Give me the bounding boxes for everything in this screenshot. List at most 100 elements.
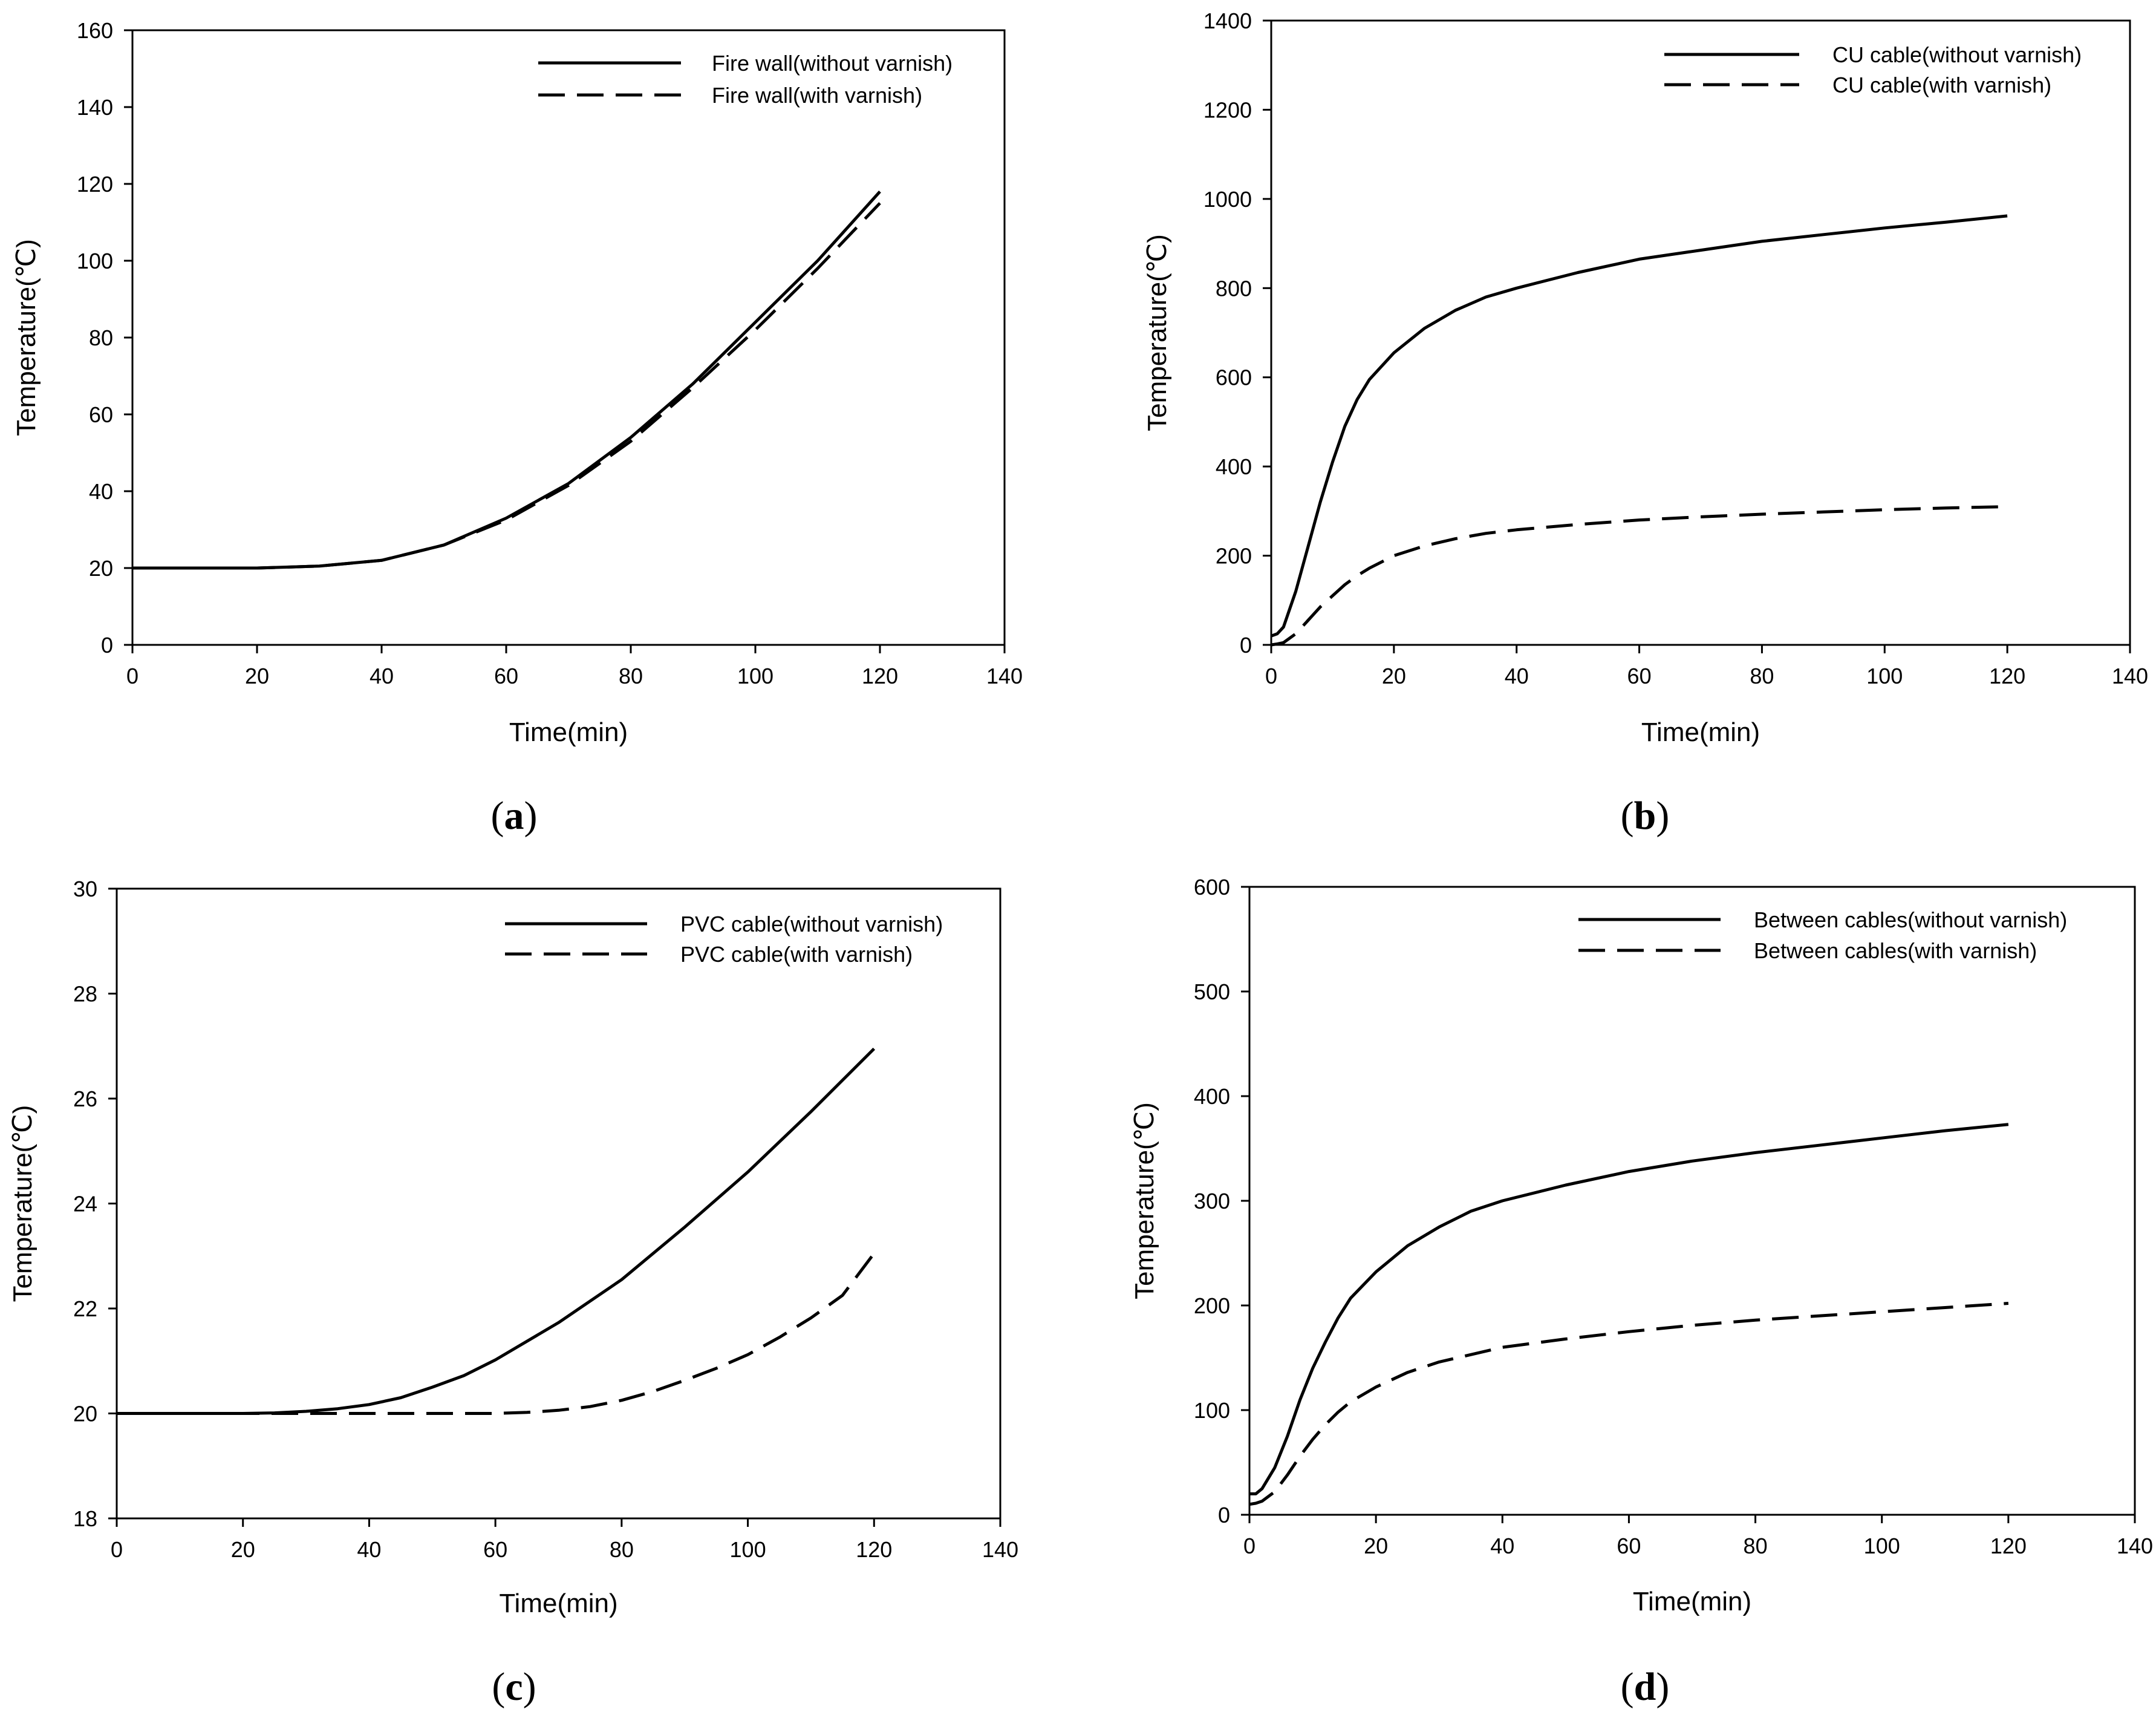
x-tick-label: 60 xyxy=(1627,664,1652,688)
y-tick-label: 160 xyxy=(77,18,113,43)
legend-label: Fire wall(with varnish) xyxy=(712,83,922,108)
x-tick-label: 120 xyxy=(1989,664,2025,688)
x-tick-label: 80 xyxy=(610,1537,634,1562)
panel-a: 0 20 40 60 80 100 120 140 0 20 40 60 80 100 120 140 160 T… xyxy=(11,18,1023,838)
x-tick-label: 0 xyxy=(1243,1534,1255,1558)
series-line-fire-wall-with-varnish xyxy=(132,202,881,570)
legend: Between cables(without varnish) Between c… xyxy=(1578,907,2067,963)
y-axis-title: Temperature(℃) xyxy=(11,239,41,436)
panel-label: (d) xyxy=(1621,1665,1670,1709)
y-tick-label: 0 xyxy=(101,633,113,658)
y-tick-label: 500 xyxy=(1194,979,1230,1004)
panel-c: 0 20 40 60 80 100 120 140 18 20 22 24 26 28 30 Time(min… xyxy=(8,877,1018,1709)
series-line-between-cables-without-varnish xyxy=(1249,1123,2009,1495)
x-axis-title: Time(min) xyxy=(509,717,628,747)
y-axis-title: Temperature(℃) xyxy=(1142,234,1172,431)
y-tick-label: 0 xyxy=(1240,633,1252,658)
plot-frame xyxy=(1248,886,2136,1516)
x-tick-label: 100 xyxy=(730,1537,766,1562)
x-tick-label: 80 xyxy=(1744,1534,1768,1558)
x-axis-title: Time(min) xyxy=(1633,1587,1751,1616)
x-tick-label: 100 xyxy=(1864,1534,1900,1558)
series-line-fire-wall-without-varnish xyxy=(132,191,881,570)
x-tick-label: 60 xyxy=(494,664,518,688)
y-tick-label: 24 xyxy=(73,1192,97,1217)
panel-label: (b) xyxy=(1621,794,1670,838)
y-tick-label: 600 xyxy=(1216,365,1252,390)
panel-d: 0 20 40 60 80 100 120 140 0 100 200 300 400 500 600 Tim… xyxy=(1130,875,2153,1709)
legend-label: CU cable(without varnish) xyxy=(1832,42,2082,67)
y-tick-label: 1000 xyxy=(1203,187,1252,212)
plot-frame xyxy=(131,29,1006,646)
panel-b: 0 20 40 60 80 100 120 1400200400600800100012001… xyxy=(1142,8,2148,838)
x-axis-title: Time(min) xyxy=(499,1589,617,1618)
x-tick-label: 40 xyxy=(1505,664,1529,688)
x-tick-label: 120 xyxy=(862,664,898,688)
y-tick-label: 18 xyxy=(73,1506,97,1531)
y-axis-title: Temperature(℃) xyxy=(1130,1102,1159,1299)
series-line-pvc-cable-with-varnish xyxy=(117,1252,876,1415)
y-tick-label: 120 xyxy=(77,172,113,197)
legend-label: PVC cable(with varnish) xyxy=(680,942,913,967)
y-tick-label: 0 xyxy=(1218,1503,1230,1527)
y-tick-label: 800 xyxy=(1216,276,1252,301)
y-tick-label: 100 xyxy=(77,249,113,273)
legend-label: Between cables(with varnish) xyxy=(1754,938,2037,963)
x-tick-label: 0 xyxy=(1265,664,1277,688)
x-tick-label: 20 xyxy=(1364,1534,1388,1558)
legend-label: CU cable(with varnish) xyxy=(1832,73,2051,97)
x-tick-label: 20 xyxy=(1382,664,1406,688)
x-tick-label: 120 xyxy=(856,1537,892,1562)
series-line-pvc-cable-without-varnish xyxy=(117,1047,876,1415)
y-tick-label: 1200 xyxy=(1203,97,1252,122)
y-tick-label: 20 xyxy=(89,556,113,581)
x-tick-label: 140 xyxy=(2112,664,2148,688)
y-tick-label: 30 xyxy=(73,877,97,901)
y-axis-title: Temperature(℃) xyxy=(8,1105,37,1302)
legend: PVC cable(without varnish) PVC cable(with… xyxy=(505,912,943,967)
panel-label: (c) xyxy=(492,1665,536,1709)
x-tick-label: 100 xyxy=(737,664,773,688)
x-tick-label: 140 xyxy=(986,664,1023,688)
y-tick-label: 100 xyxy=(1194,1398,1230,1423)
x-tick-label: 100 xyxy=(1866,664,1903,688)
series-line-between-cables-with-varnish xyxy=(1249,1302,2009,1506)
series-line-cu-cable-without-varnish xyxy=(1271,214,2008,638)
y-tick-label: 40 xyxy=(89,479,113,504)
x-tick-label: 40 xyxy=(1490,1534,1514,1558)
y-tick-label: 200 xyxy=(1194,1293,1230,1318)
y-tick-label: 28 xyxy=(73,982,97,1007)
x-tick-label: 80 xyxy=(619,664,643,688)
x-tick-label: 0 xyxy=(111,1537,123,1562)
legend-label: PVC cable(without varnish) xyxy=(680,912,943,936)
x-tick-label: 80 xyxy=(1750,664,1774,688)
y-tick-label: 400 xyxy=(1216,454,1252,479)
legend-label: Fire wall(without varnish) xyxy=(712,51,953,76)
x-tick-label: 40 xyxy=(357,1537,381,1562)
y-tick-label: 22 xyxy=(73,1296,97,1321)
x-tick-label: 60 xyxy=(483,1537,507,1562)
x-axis-title: Time(min) xyxy=(1641,717,1760,747)
y-tick-label: 1400 xyxy=(1203,8,1252,33)
x-tick-label: 20 xyxy=(245,664,269,688)
x-tick-label: 40 xyxy=(370,664,394,688)
x-tick-label: 60 xyxy=(1617,1534,1641,1558)
y-tick-label: 140 xyxy=(77,95,113,120)
x-tick-label: 20 xyxy=(231,1537,255,1562)
legend-label: Between cables(without varnish) xyxy=(1754,907,2067,932)
plot-frame xyxy=(116,887,1001,1520)
panel-label: (a) xyxy=(491,794,538,838)
legend: CU cable(without varnish) CU cable(with v… xyxy=(1664,42,2082,97)
y-tick-label: 600 xyxy=(1194,875,1230,900)
y-tick-label: 300 xyxy=(1194,1189,1230,1214)
x-tick-label: 0 xyxy=(126,664,138,688)
y-tick-label: 60 xyxy=(89,402,113,427)
x-tick-label: 120 xyxy=(1990,1534,2027,1558)
y-tick-label: 20 xyxy=(73,1402,97,1426)
y-tick-label: 80 xyxy=(89,325,113,350)
plot-frame xyxy=(1270,19,2131,646)
series-line-cu-cable-with-varnish xyxy=(1271,505,2008,647)
y-tick-label: 400 xyxy=(1194,1084,1230,1109)
y-tick-label: 200 xyxy=(1216,544,1252,569)
